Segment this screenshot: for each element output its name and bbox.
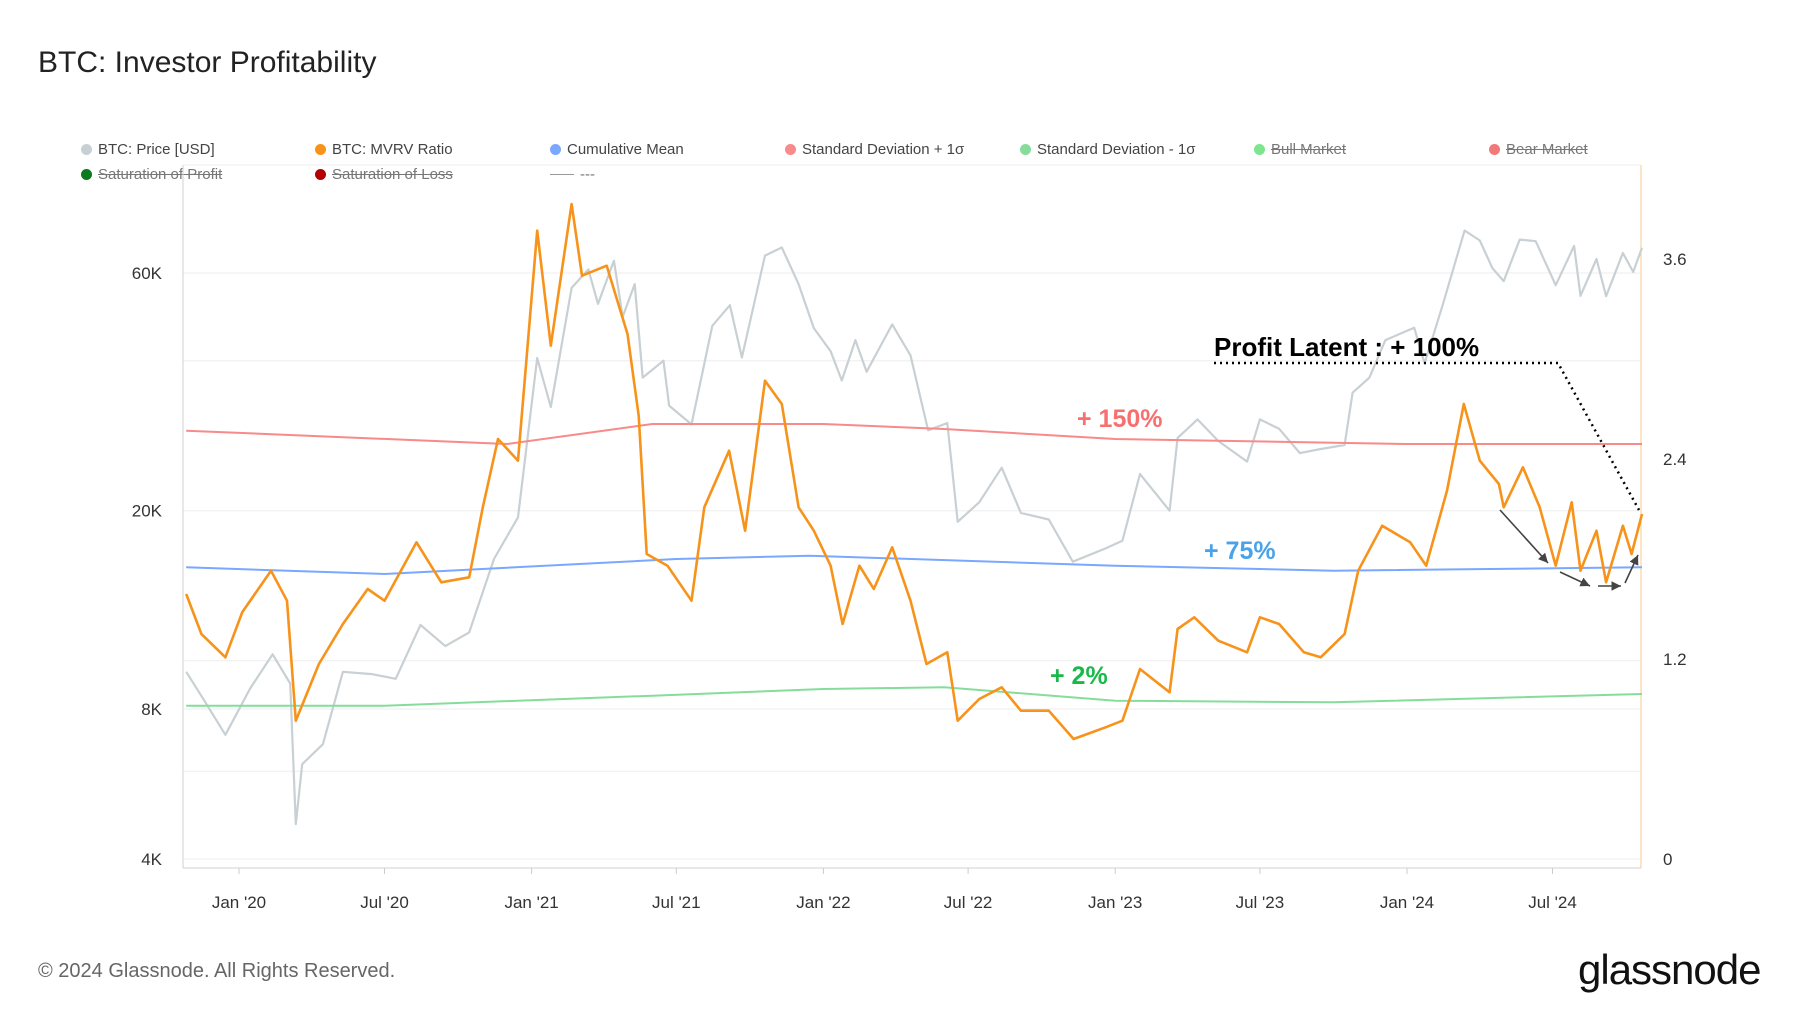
legend-label: ---: [580, 166, 595, 183]
legend-item[interactable]: BTC: MVRV Ratio: [315, 141, 453, 158]
series-line-cumulative-mean: [186, 554, 1643, 575]
y-left-tick-label: 20K: [132, 502, 163, 521]
legend-label: Bull Market: [1271, 141, 1347, 158]
annotation-arrow: [1559, 571, 1591, 587]
legend-dot-icon: [1020, 144, 1031, 155]
legend-dot-icon: [315, 144, 326, 155]
legend-item[interactable]: Cumulative Mean: [550, 141, 684, 158]
annotation-arrow: [1624, 554, 1639, 584]
x-tick-label: Jan '23: [1088, 893, 1142, 912]
legend-item[interactable]: ---: [550, 166, 595, 183]
legend-item[interactable]: Standard Deviation + 1σ: [785, 141, 964, 158]
series-line-standard-deviation-1-: [186, 686, 1643, 707]
x-tick-label: Jan '24: [1380, 893, 1434, 912]
series-line-standard-deviation-1-: [186, 423, 1642, 445]
x-tick-label: Jul '20: [360, 893, 409, 912]
y-right-tick-label: 3.6: [1663, 250, 1687, 269]
y-right-tick-label: 1.2: [1663, 650, 1687, 669]
annotation-minus-sigma: + 2%: [1050, 662, 1108, 690]
legend-item[interactable]: Bear Market: [1489, 141, 1588, 158]
annotation-plus-sigma: + 150%: [1077, 405, 1163, 433]
legend-dot-icon: [1489, 144, 1500, 155]
legend-label: BTC: Price [USD]: [98, 141, 215, 158]
legend-label: Saturation of Profit: [98, 166, 223, 183]
y-left-tick-label: 4K: [141, 850, 162, 869]
copyright: © 2024 Glassnode. All Rights Reserved.: [38, 960, 396, 982]
legend-dot-icon: [550, 144, 561, 155]
series-line-btc-mvrv-ratio: [184, 202, 1644, 741]
y-left-tick-label: 8K: [141, 700, 162, 719]
profit-latent-dotted-line: [1214, 361, 1641, 511]
x-tick-label: Jul '23: [1236, 893, 1285, 912]
legend-label: Standard Deviation + 1σ: [802, 141, 965, 158]
x-tick-label: Jan '20: [212, 893, 266, 912]
legend-label: Bear Market: [1506, 141, 1588, 158]
legend-dot-icon: [785, 144, 796, 155]
legend-label: Cumulative Mean: [567, 141, 684, 158]
legend-dot-icon: [315, 169, 326, 180]
glassnode-logo: glassnode: [1578, 946, 1761, 993]
legend-dot-icon: [1254, 144, 1265, 155]
annotation-mean: + 75%: [1204, 537, 1276, 565]
x-tick-label: Jul '24: [1528, 893, 1577, 912]
x-tick-label: Jul '21: [652, 893, 701, 912]
x-tick-label: Jan '22: [796, 893, 850, 912]
legend-item[interactable]: Saturation of Loss: [315, 166, 453, 183]
legend-label: BTC: MVRV Ratio: [332, 141, 453, 158]
legend-dot-icon: [81, 144, 92, 155]
annotation-profit-latent: Profit Latent : + 100%: [1214, 332, 1479, 362]
legend-dash-icon: [550, 174, 574, 175]
legend-label: Saturation of Loss: [332, 166, 453, 183]
legend-label: Standard Deviation - 1σ: [1037, 141, 1196, 158]
series-line-btc-price-usd-: [185, 229, 1644, 826]
page-title: BTC: Investor Profitability: [38, 46, 377, 79]
x-tick-label: Jul '22: [944, 893, 993, 912]
y-left-tick-label: 60K: [132, 264, 163, 283]
annotation-arrow: [1499, 509, 1549, 564]
legend-item[interactable]: Saturation of Profit: [81, 166, 222, 183]
legend-item[interactable]: Standard Deviation - 1σ: [1020, 141, 1196, 158]
legend-dot-icon: [81, 169, 92, 180]
y-right-tick-label: 0: [1663, 850, 1672, 869]
x-tick-label: Jan '21: [504, 893, 558, 912]
legend-item[interactable]: BTC: Price [USD]: [81, 141, 215, 158]
y-right-tick-label: 2.4: [1663, 450, 1687, 469]
legend-item[interactable]: Bull Market: [1254, 141, 1346, 158]
